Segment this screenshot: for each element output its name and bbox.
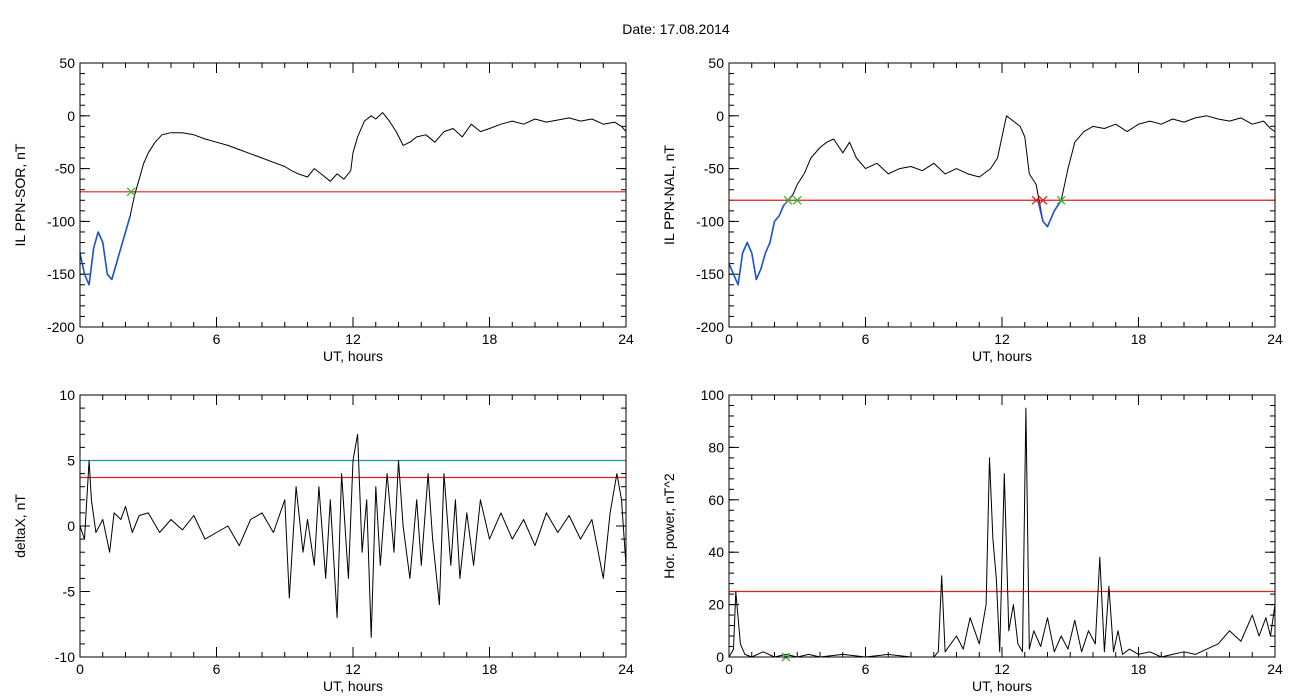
- plot-frame: [728, 394, 1276, 658]
- x-tick-label: 6: [213, 331, 221, 347]
- cross-stroke: [1031, 195, 1041, 205]
- y-tick-label: 0: [67, 108, 75, 124]
- y-tick-label: -10: [55, 649, 75, 665]
- y-tick-label: 0: [67, 518, 75, 534]
- cross-marker: [783, 195, 793, 205]
- series-line: [79, 215, 131, 286]
- cross-marker: [126, 187, 136, 197]
- x-tick-label: 6: [862, 331, 870, 347]
- panel-sor: 0 6 12 18 24 -200 -150 -100 -50 0 50 UT, hours IL PP…: [12, 55, 634, 364]
- x-axis-label: UT, hours: [323, 678, 383, 694]
- cross-stroke: [783, 195, 793, 205]
- y-tick-label: -5: [63, 584, 76, 600]
- x-tick-label: 24: [1267, 661, 1283, 677]
- x-tick-label: 0: [725, 331, 733, 347]
- y-tick-label: 60: [708, 492, 724, 508]
- y-tick-label: -100: [47, 213, 75, 229]
- x-tick-label: 0: [76, 331, 84, 347]
- plot-frame: [728, 62, 1276, 328]
- cross-marker: [1038, 195, 1048, 205]
- cross-marker: [1031, 195, 1041, 205]
- x-tick-label: 24: [1267, 331, 1283, 347]
- plot-frame: [79, 62, 627, 328]
- cross-stroke: [1038, 195, 1048, 205]
- panel-nal: 0 6 12 18 24 -200 -150 -100 -50 0 50 UT, hours IL PP…: [661, 55, 1283, 364]
- x-tick-label: 12: [994, 331, 1010, 347]
- x-tick-label: 18: [1131, 661, 1147, 677]
- x-tick-label: 0: [725, 661, 733, 677]
- cross-stroke: [792, 195, 802, 205]
- y-tick-label: 50: [59, 55, 75, 71]
- series-line: [79, 112, 627, 286]
- y-tick-label: -200: [47, 319, 75, 335]
- x-tick-label: 6: [862, 661, 870, 677]
- cross-marker: [792, 195, 802, 205]
- y-axis-label: deltaX, nT: [12, 494, 28, 558]
- x-tick-label: 18: [482, 661, 498, 677]
- series-line: [79, 433, 627, 638]
- y-tick-label: 80: [708, 439, 724, 455]
- y-tick-label: 50: [708, 55, 724, 71]
- y-axis-label: IL PPN-NAL, nT: [661, 145, 677, 245]
- cross-marker: [1056, 195, 1066, 205]
- y-tick-label: 40: [708, 544, 724, 560]
- y-tick-label: -50: [704, 161, 724, 177]
- series-line: [728, 407, 1276, 658]
- y-tick-label: 5: [67, 453, 75, 469]
- panel-deltax: 0 6 12 18 24 -10 -5 0 5 10 UT, hours deltaX, nT: [12, 387, 634, 694]
- y-tick-label: 0: [716, 108, 724, 124]
- cross-stroke: [1056, 195, 1066, 205]
- x-tick-label: 6: [213, 661, 221, 677]
- x-tick-label: 24: [618, 331, 634, 347]
- x-axis-label: UT, hours: [972, 678, 1032, 694]
- x-tick-label: 18: [1131, 331, 1147, 347]
- y-tick-label: 0: [716, 649, 724, 665]
- y-tick-label: -150: [47, 266, 75, 282]
- x-tick-label: 24: [618, 661, 634, 677]
- plot-frame: [79, 394, 627, 658]
- cross-stroke: [126, 187, 136, 197]
- figure-title: Date: 17.08.2014: [622, 21, 730, 37]
- y-tick-label: -150: [696, 266, 724, 282]
- y-tick-label: 10: [59, 387, 75, 403]
- x-tick-label: 12: [345, 661, 361, 677]
- y-tick-label: -200: [696, 319, 724, 335]
- panel-power: 0 6 12 18 24 0 20 40 60 80 100 UT, hours Hor. power,…: [661, 387, 1283, 694]
- y-tick-label: -50: [55, 161, 75, 177]
- y-tick-label: 20: [708, 597, 724, 613]
- x-tick-label: 12: [994, 661, 1010, 677]
- series-line: [1037, 199, 1062, 228]
- y-axis-label: Hor. power, nT^2: [661, 473, 677, 579]
- series-line: [728, 194, 794, 286]
- x-tick-label: 18: [482, 331, 498, 347]
- y-tick-label: -100: [696, 213, 724, 229]
- x-axis-label: UT, hours: [972, 348, 1032, 364]
- y-axis-label: IL PPN-SOR, nT: [12, 143, 28, 246]
- x-tick-label: 0: [76, 661, 84, 677]
- x-axis-label: UT, hours: [323, 348, 383, 364]
- y-tick-label: 100: [701, 387, 725, 403]
- x-tick-label: 12: [345, 331, 361, 347]
